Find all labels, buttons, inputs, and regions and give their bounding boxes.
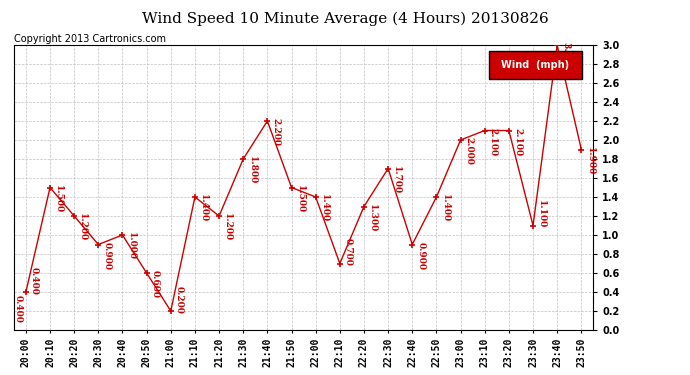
Text: 2.200: 2.200 [272,118,281,146]
Text: 2.100: 2.100 [489,128,498,156]
Text: 2.100: 2.100 [513,128,522,156]
FancyBboxPatch shape [489,51,582,79]
Text: 1.200: 1.200 [79,213,88,242]
Text: Wind Speed 10 Minute Average (4 Hours) 20130826: Wind Speed 10 Minute Average (4 Hours) 2… [141,11,549,26]
Text: 0.400: 0.400 [14,295,23,322]
Text: 0.900: 0.900 [103,242,112,270]
Text: 1.400: 1.400 [441,194,450,222]
Text: 1.700: 1.700 [393,166,402,194]
Text: 1.300: 1.300 [368,204,377,232]
Text: 1.200: 1.200 [224,213,233,242]
Text: 3.000: 3.000 [562,42,571,70]
Text: 0.600: 0.600 [151,270,160,298]
Text: 1.900: 1.900 [586,147,595,175]
Text: 1.500: 1.500 [55,185,63,213]
Text: 0.700: 0.700 [344,238,353,266]
Text: 1.500: 1.500 [296,185,305,213]
Text: 0.200: 0.200 [175,286,184,314]
Text: Copyright 2013 Cartronics.com: Copyright 2013 Cartronics.com [14,34,166,44]
Text: 2.000: 2.000 [465,137,474,165]
Text: 1.800: 1.800 [248,156,257,184]
Text: 1.100: 1.100 [538,200,546,228]
Text: 1.400: 1.400 [199,194,208,222]
Text: 0.900: 0.900 [417,242,426,270]
Text: 1.000: 1.000 [127,232,136,260]
Text: Wind  (mph): Wind (mph) [502,60,569,70]
Text: 1.400: 1.400 [320,194,329,222]
Text: 0.400: 0.400 [30,267,39,295]
